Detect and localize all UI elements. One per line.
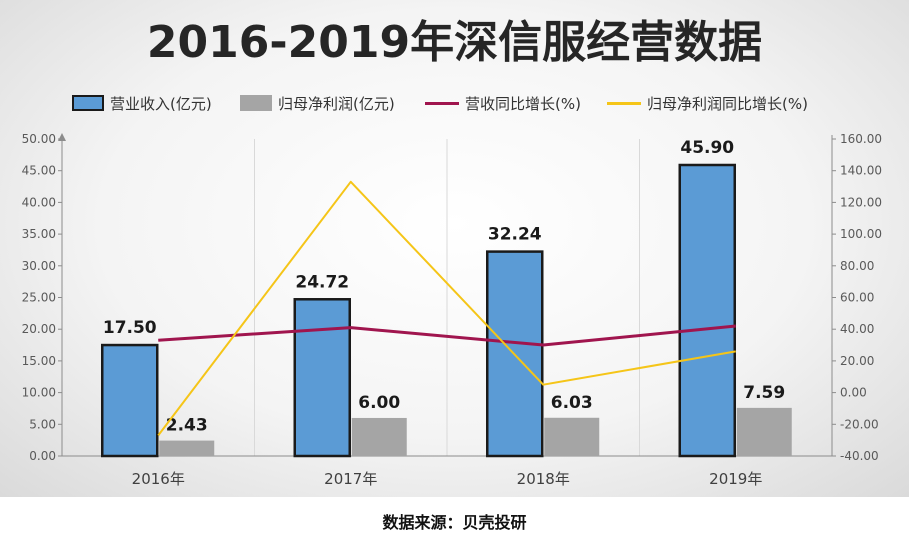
legend-swatch-profit-growth xyxy=(607,101,641,105)
y-right-tick-label: -40.00 xyxy=(840,449,879,463)
bar-revenue xyxy=(293,298,351,458)
data-label-profit: 6.00 xyxy=(358,393,400,413)
y-right-tick-label: 140.00 xyxy=(840,164,882,178)
legend-swatch-profit xyxy=(240,95,272,111)
y-left-axis-arrow xyxy=(58,133,66,141)
legend-label-rev-growth: 营收同比增长(%) xyxy=(465,94,581,113)
legend-label-profit: 归母净利润(亿元) xyxy=(278,94,395,113)
y-right-tick-label: 80.00 xyxy=(840,259,874,273)
chart-svg: 0.00 5.00 10.00 15.00 20.00 25.00 30.00 35.00 40… xyxy=(22,132,882,488)
legend-item-profit: 归母净利润(亿元) xyxy=(240,92,395,114)
legend: 营业收入(亿元) 归母净利润(亿元) 营收同比增长(%) 归母净利润同比增长(%… xyxy=(0,92,909,114)
legend-item-rev-growth: 营收同比增长(%) xyxy=(425,92,581,114)
bar-revenue xyxy=(101,343,159,458)
data-label-profit: 7.59 xyxy=(743,383,785,403)
y-right-tick-label: 120.00 xyxy=(840,195,882,209)
chart-title: 2016-2019年深信服经营数据 xyxy=(146,17,763,68)
source-note: 数据来源：贝壳投研 xyxy=(382,513,527,532)
bar-profit xyxy=(736,407,792,456)
bar-profit xyxy=(159,440,215,456)
legend-swatch-rev-growth xyxy=(425,101,459,105)
bar-profit xyxy=(351,417,407,456)
x-tick-label: 2017年 xyxy=(324,470,377,488)
y-right-tick-label: 160.00 xyxy=(840,132,882,146)
line-rev-growth xyxy=(158,324,736,347)
line-profit-growth xyxy=(157,180,736,436)
data-label-profit: 2.43 xyxy=(166,416,208,436)
y-left-tick-label: 20.00 xyxy=(22,322,56,336)
y-right-tick-label: 0.00 xyxy=(840,386,867,400)
y-right-tick-label: 20.00 xyxy=(840,354,874,368)
y-left-tick-label: 50.00 xyxy=(22,132,56,146)
data-label-revenue: 17.50 xyxy=(103,318,157,338)
y-left-tick-label: 0.00 xyxy=(29,449,56,463)
y-right-tick-label: 100.00 xyxy=(840,227,882,241)
data-label-profit: 6.03 xyxy=(551,393,593,413)
y-left-tick-label: 25.00 xyxy=(22,291,56,305)
legend-item-revenue: 营业收入(亿元) xyxy=(72,92,212,114)
bar-revenue xyxy=(678,163,736,458)
y-right-tick-label: 60.00 xyxy=(840,291,874,305)
x-tick-label: 2016年 xyxy=(132,470,185,488)
legend-label-profit-growth: 归母净利润同比增长(%) xyxy=(647,94,808,113)
data-label-revenue: 32.24 xyxy=(488,225,542,245)
legend-item-profit-growth: 归母净利润同比增长(%) xyxy=(607,92,808,114)
y-left-tick-label: 35.00 xyxy=(22,227,56,241)
y-left-tick-label: 45.00 xyxy=(22,164,56,178)
data-label-revenue: 45.90 xyxy=(680,138,734,158)
y-left-tick-label: 40.00 xyxy=(22,195,56,209)
x-tick-label: 2018年 xyxy=(517,470,570,488)
x-tick-label: 2019年 xyxy=(709,470,762,488)
y-left-tick-label: 30.00 xyxy=(22,259,56,273)
legend-swatch-revenue xyxy=(72,95,104,111)
y-right-tick-label: -20.00 xyxy=(840,417,879,431)
y-left-tick-label: 5.00 xyxy=(29,417,56,431)
data-label-revenue: 24.72 xyxy=(295,272,349,292)
y-left-tick-label: 15.00 xyxy=(22,354,56,368)
legend-label-revenue: 营业收入(亿元) xyxy=(110,94,212,113)
y-right-tick-label: 40.00 xyxy=(840,322,874,336)
bar-profit xyxy=(544,417,600,456)
y-left-tick-label: 10.00 xyxy=(22,386,56,400)
